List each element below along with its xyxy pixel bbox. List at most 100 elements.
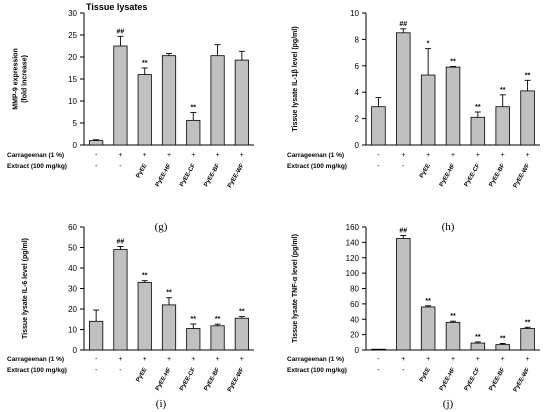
y-tick-label: 25 (68, 31, 77, 40)
carrageenan-mark: + (240, 152, 244, 159)
significance-label: ** (425, 298, 431, 305)
bar (371, 106, 386, 146)
extract-mark: - (95, 163, 98, 170)
carrageenan-mark: + (167, 152, 171, 159)
bar (186, 328, 201, 351)
carrageenan-row-label: Carrageenan (1 %) (7, 356, 64, 363)
category-label: PyEE-CF (179, 367, 197, 392)
y-tick-label: 15 (68, 75, 77, 84)
category-label: PyEE-HF (155, 367, 173, 392)
y-tick-label: 30 (68, 9, 77, 18)
y-tick-label: 6 (355, 62, 360, 71)
significance-label: ** (525, 319, 531, 326)
category-label: PyEE-HF (439, 163, 457, 188)
y-tick-label: 20 (68, 305, 77, 314)
y-tick-label: 0 (355, 346, 360, 355)
carrageenan-mark: + (216, 356, 220, 363)
y-tick-label: 10 (68, 326, 77, 335)
extract-mark: - (402, 367, 405, 374)
y-axis-label: MMP-9 expression (fold increase) (13, 48, 29, 109)
y-tick-label: 40 (68, 264, 77, 273)
significance-label: ** (500, 335, 506, 342)
carrageenan-mark: + (401, 356, 405, 363)
bar (113, 249, 128, 351)
significance-label: ## (399, 21, 407, 28)
bar (420, 74, 436, 146)
bar (470, 116, 486, 146)
y-tick-label: 80 (350, 285, 359, 294)
bar (470, 342, 486, 351)
bar (161, 304, 177, 351)
y-axis-label-line: (fold increase) (22, 55, 29, 103)
y-tick-label: 0 (355, 141, 360, 150)
significance-label: ** (500, 87, 506, 94)
extract-row-label: Extract (100 mg/kg) (287, 367, 347, 374)
y-tick-label: 5 (73, 119, 78, 128)
category-label: PyEE-CF (179, 163, 197, 188)
extract-mark: - (377, 163, 380, 170)
significance-label: ## (117, 238, 125, 245)
category-label: PyEE-CF (464, 163, 482, 188)
carrageenan-mark: + (476, 152, 480, 159)
category-label: PyEE-BF (203, 367, 221, 392)
carrageenan-mark: + (118, 356, 122, 363)
y-tick-label: 4 (355, 88, 360, 97)
category-label: PyEE-HF (155, 163, 173, 188)
y-tick-label: 160 (346, 223, 360, 232)
carrageenan-mark: - (95, 356, 98, 363)
significance-label: * (427, 41, 430, 48)
bar (371, 348, 386, 351)
bar (520, 328, 535, 351)
y-tick-label: 60 (350, 300, 359, 309)
y-tick-label: 0 (73, 141, 78, 150)
panel-label: (j) (443, 398, 454, 410)
significance-label: ** (142, 60, 148, 67)
y-tick-label: 30 (68, 285, 77, 294)
significance-label: ** (191, 316, 197, 323)
carrageenan-row-label: Carrageenan (1 %) (287, 152, 344, 159)
carrageenan-mark: - (377, 356, 380, 363)
carrageenan-mark: + (143, 152, 147, 159)
y-axis-label-line: Tissue lysate TNF-α level (pg/ml) (292, 234, 299, 343)
extract-mark: - (402, 163, 405, 170)
extract-mark: - (377, 367, 380, 374)
significance-label: ## (399, 227, 407, 234)
carrageenan-mark: + (240, 356, 244, 363)
bar (234, 59, 249, 146)
carrageenan-mark: + (426, 356, 430, 363)
bar (89, 320, 104, 351)
bar (445, 321, 461, 351)
y-tick-label: 120 (346, 254, 360, 263)
y-tick-label: 0 (73, 346, 78, 355)
category-label: PyEE-WF (227, 367, 246, 393)
significance-label: ** (166, 290, 172, 297)
bar (445, 66, 461, 146)
significance-label: ** (450, 313, 456, 320)
category-label: PyEE-BF (489, 367, 507, 392)
carrageenan-mark: + (426, 152, 430, 159)
y-tick-label: 20 (350, 331, 359, 340)
carrageenan-mark: + (191, 356, 195, 363)
panel-label: (g) (155, 221, 168, 233)
bar (396, 238, 411, 351)
y-axis-label-line: MMP-9 expression (13, 48, 20, 109)
y-tick-label: 20 (68, 53, 77, 62)
chart-panel-3: 0 10 20 30 40 50 60 Tissue lysate IL-6 level (p… (7, 223, 254, 410)
bar (495, 344, 510, 351)
carrageenan-mark: + (167, 356, 171, 363)
bar (161, 55, 177, 146)
category-label: PyEE (419, 367, 432, 383)
category-label: PyEE (136, 367, 149, 383)
bar (89, 140, 104, 146)
y-tick-label: 40 (350, 315, 359, 324)
carrageenan-mark: + (191, 152, 195, 159)
carrageenan-mark: + (451, 152, 455, 159)
y-tick-label: 50 (68, 244, 77, 253)
chart-title: Tissue lysates (86, 2, 147, 12)
category-label: PyEE-WF (513, 367, 532, 393)
carrageenan-mark: + (401, 152, 405, 159)
bar (210, 55, 225, 146)
carrageenan-mark: + (143, 356, 147, 363)
chart-panel-1: 0 5 10 15 20 25 30 MMP-9 expression (fold increa… (7, 2, 254, 233)
